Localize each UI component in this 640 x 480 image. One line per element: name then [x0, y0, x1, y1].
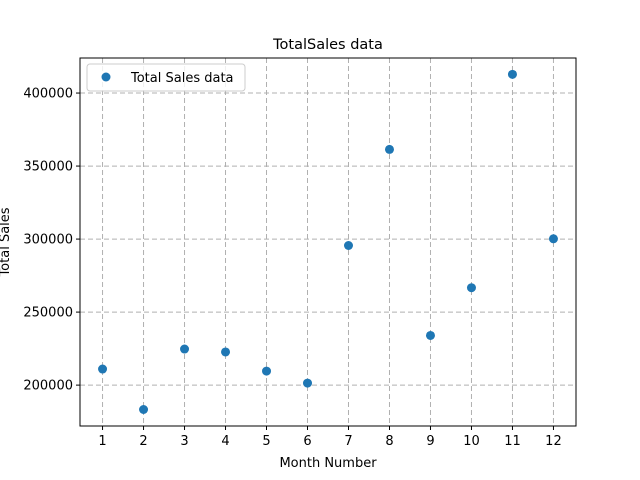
data-point: [343, 241, 353, 251]
data-point: [221, 347, 231, 357]
data-point: [548, 234, 558, 244]
data-points: [98, 69, 558, 414]
data-point: [384, 144, 394, 154]
y-tick-label: 400000: [23, 87, 73, 102]
grid: [80, 58, 576, 426]
legend-box: [86, 63, 246, 92]
axis-ticks: 1 2 3 4 5 6 7 8 9 10 11 122000002500003000003500004…: [23, 87, 561, 449]
x-tick-label: 10: [463, 434, 480, 449]
y-axis-label: Total Sales: [0, 207, 13, 277]
plot-frame: [79, 57, 577, 427]
legend-label: Total Sales data: [130, 71, 234, 86]
y-tick-label: 200000: [23, 379, 73, 394]
x-tick-label: 5: [262, 434, 270, 449]
data-point: [180, 344, 190, 354]
data-point: [303, 378, 313, 388]
legend: Total Sales data: [86, 63, 246, 92]
data-point: [425, 330, 435, 340]
x-axis-label: Month Number: [279, 456, 377, 471]
legend-marker-icon: [101, 72, 111, 82]
x-tick-label: 4: [221, 434, 229, 449]
y-tick-label: 300000: [23, 233, 73, 248]
x-tick-label: 8: [385, 434, 393, 449]
x-tick-label: 1: [98, 434, 106, 449]
x-tick-label: 11: [504, 434, 521, 449]
chart-title: TotalSales data: [272, 37, 383, 53]
data-point: [98, 364, 108, 374]
x-tick-label: 9: [426, 434, 434, 449]
y-tick-label: 250000: [23, 306, 73, 321]
data-point: [466, 283, 476, 293]
x-tick-label: 3: [180, 434, 188, 449]
data-point: [262, 366, 272, 376]
x-tick-label: 6: [303, 434, 311, 449]
x-tick-label: 12: [545, 434, 562, 449]
x-tick-label: 7: [344, 434, 352, 449]
x-tick-label: 2: [139, 434, 147, 449]
data-point: [507, 69, 517, 79]
y-tick-label: 350000: [23, 160, 73, 175]
data-point: [139, 404, 149, 414]
